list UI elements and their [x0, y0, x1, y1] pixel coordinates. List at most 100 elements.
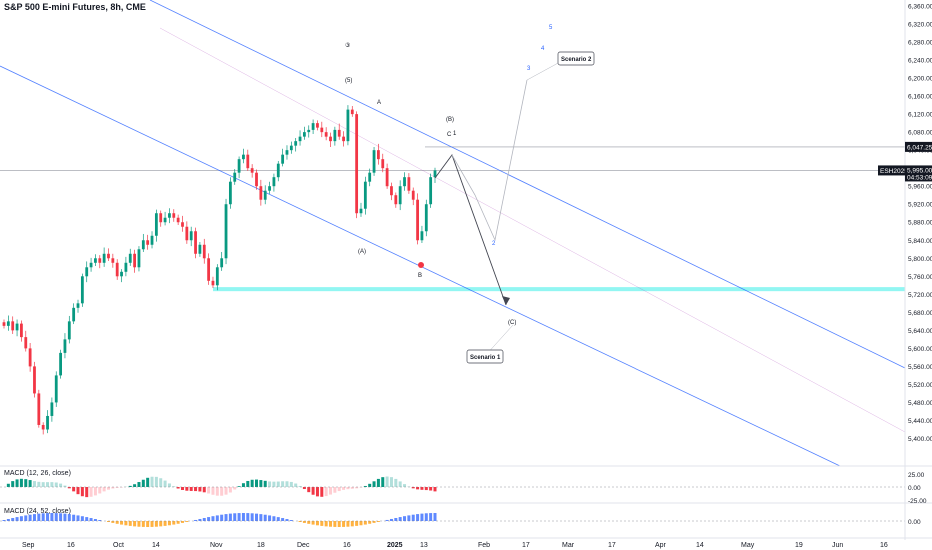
macd1-bar: [46, 482, 50, 487]
macd2-bar: [276, 517, 280, 521]
candle-body: [242, 154, 245, 160]
macd2-bar: [15, 517, 19, 521]
macd2-tick: 0.00: [908, 519, 921, 526]
macd1-bar: [32, 481, 36, 487]
macd1-bar: [298, 485, 302, 487]
macd2-bar: [141, 521, 145, 527]
price-axis: 6,360.00 6,320.00 6,280.00 6,240.00 6,200.00…: [878, 0, 932, 540]
candle-body: [246, 154, 250, 169]
time-tick-label: 16: [67, 542, 75, 549]
macd2-bar: [429, 513, 433, 521]
macd1-bar: [89, 487, 93, 497]
candle-body: [11, 321, 15, 331]
candle-body: [168, 213, 171, 218]
wave-annotations: ③ (5) A (B) C 1 (A) B 2 3 4 5 (C) Scenario 1 Scenario …: [345, 25, 595, 364]
macd1-bar: [11, 481, 15, 487]
macd2-bar: [268, 515, 272, 521]
candle-body: [228, 181, 232, 205]
macd2-bar: [237, 513, 241, 521]
macd2-bar: [32, 514, 36, 521]
macd1-bar: [268, 481, 272, 487]
wave-label: 5: [549, 25, 553, 31]
candle-body: [298, 136, 302, 142]
candle-body: [20, 323, 23, 338]
macd2-bar: [215, 515, 219, 521]
macd1-bar: [250, 479, 254, 487]
macd1-bar: [233, 487, 237, 490]
macd1-bar: [285, 481, 289, 487]
macd2-bar: [2, 520, 6, 521]
price-tick-label: 6,360.00: [908, 4, 932, 11]
candle-body: [311, 123, 315, 130]
candle-body: [37, 393, 41, 425]
macd2-bar: [11, 518, 15, 521]
candle-body: [146, 240, 150, 245]
candle-body: [107, 253, 110, 259]
macd2-bar: [259, 514, 263, 521]
candle-body: [80, 276, 84, 304]
macd2-bar: [80, 516, 84, 521]
macd2-bar: [220, 514, 224, 521]
macd2-bar: [250, 513, 254, 521]
macd2-bar: [194, 519, 198, 521]
time-tick-label: 16: [880, 542, 888, 549]
candle-body: [181, 222, 184, 227]
candle-body: [255, 172, 258, 187]
macd1-bar: [255, 479, 259, 487]
macd2-bar: [106, 521, 110, 522]
candle-body: [115, 262, 119, 277]
price-tick-label: 5,560.00: [908, 364, 932, 371]
macd2-bar: [302, 521, 306, 523]
macd1-bar: [24, 479, 28, 487]
candle-body: [337, 129, 341, 137]
macd2-bar: [376, 521, 380, 522]
candle-body: [294, 141, 298, 146]
macd1-bar: [372, 481, 376, 487]
price-tick-label: 5,520.00: [908, 382, 932, 389]
candle-body: [150, 235, 154, 245]
scenario-1-path: [434, 154, 507, 306]
macd2-bar: [285, 519, 289, 521]
macd2-bar: [202, 518, 206, 521]
macd2-bar: [137, 521, 141, 527]
macd1-bar: [163, 480, 167, 487]
macd1-bar: [80, 487, 84, 497]
macd2-bar: [246, 513, 250, 521]
price-tick-label: 5,600.00: [908, 346, 932, 353]
channel-median: [159, 27, 906, 433]
macd2-bar: [411, 514, 415, 521]
scenario-2-pointer: [526, 61, 561, 81]
macd1-bar: [263, 480, 267, 487]
macd1-bar: [337, 487, 341, 492]
candle-body: [176, 217, 180, 223]
candle-body: [424, 204, 428, 232]
macd2-bar: [54, 513, 58, 521]
candle-body: [329, 136, 332, 142]
macd2-bar: [72, 514, 76, 521]
macd1-bar: [403, 484, 407, 487]
candle-body: [372, 150, 376, 173]
macd-panels: 25.00 0.00 -25.00 0.00: [0, 465, 932, 539]
macd2-bar: [372, 521, 376, 523]
macd2-bar: [228, 513, 232, 521]
candle-body: [320, 127, 324, 133]
candle-body: [89, 262, 93, 268]
macd1-bar: [115, 487, 119, 488]
candle-body: [76, 303, 80, 308]
time-tick-label: Apr: [655, 542, 667, 549]
candle-body: [381, 159, 385, 169]
candle-body: [398, 186, 402, 205]
time-tick-label: 17: [608, 542, 616, 549]
macd2-bar: [37, 513, 41, 521]
candle-body: [163, 217, 167, 223]
macd1-bar: [180, 487, 184, 491]
macd1-bar: [189, 487, 193, 491]
macd1-bar: [320, 487, 324, 497]
macd2-bar: [111, 521, 115, 523]
candle-body: [185, 226, 189, 241]
wave-label: (A): [358, 249, 366, 255]
candle-body: [324, 132, 328, 137]
price-tick-label: 6,120.00: [908, 112, 932, 119]
candle-body: [207, 258, 211, 281]
